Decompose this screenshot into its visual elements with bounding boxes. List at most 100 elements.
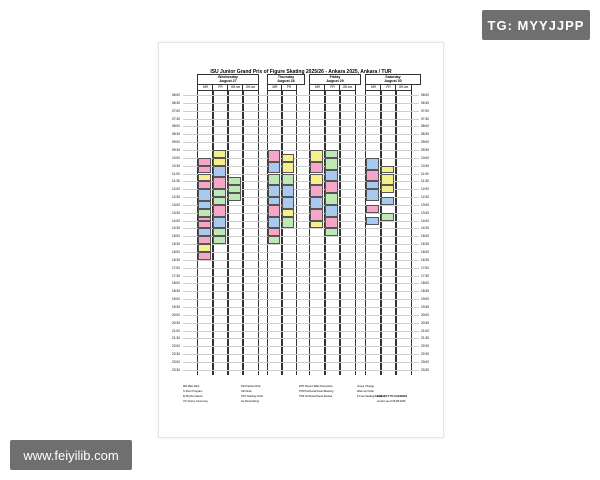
session-block	[282, 185, 294, 198]
session-block	[366, 216, 379, 225]
session-block	[325, 204, 338, 217]
time-gridline	[183, 95, 419, 96]
time-gridline	[183, 228, 419, 230]
time-label: 12:00	[172, 187, 180, 192]
session-block	[198, 236, 211, 245]
time-label: 14:30	[172, 226, 180, 231]
session-block	[310, 220, 323, 229]
time-gridline	[183, 330, 419, 332]
time-label: 15:00	[421, 234, 429, 239]
session-block	[213, 236, 226, 245]
footer-note: SUBJECT TO CHANGES	[377, 395, 408, 398]
schedule-column	[380, 90, 397, 375]
time-gridline	[183, 197, 419, 199]
legend-item: Group Change	[357, 385, 375, 388]
time-gridline	[183, 102, 419, 104]
session-block	[198, 173, 211, 182]
time-label: 21:30	[172, 336, 180, 341]
time-gridline	[183, 252, 419, 253]
time-gridline	[183, 291, 419, 293]
time-label: 17:00	[172, 265, 180, 270]
time-label: 09:30	[421, 147, 429, 152]
time-label: 06:30	[172, 100, 180, 105]
session-block	[213, 149, 226, 158]
time-label: 09:00	[172, 140, 180, 145]
time-label: 22:30	[421, 352, 429, 357]
time-label: 06:00	[421, 93, 429, 97]
session-block	[198, 220, 211, 229]
session-block	[310, 161, 323, 174]
time-label: 17:00	[421, 265, 429, 270]
schedule-document: ISU Junior Grand Prix of Figure Skating …	[158, 42, 444, 438]
time-gridline	[183, 267, 419, 269]
time-label: 13:30	[421, 210, 429, 215]
session-block	[325, 216, 338, 229]
session-block	[213, 216, 226, 229]
schedule-column	[267, 90, 283, 375]
session-block	[268, 173, 280, 186]
time-label: 09:30	[172, 147, 180, 152]
legend-item: S Short Program	[183, 390, 203, 393]
time-label: 20:30	[172, 320, 180, 325]
session-block	[198, 228, 211, 237]
session-block	[268, 228, 280, 237]
time-gridline	[183, 314, 419, 316]
time-gridline	[183, 110, 419, 112]
session-block	[268, 204, 280, 217]
time-label: 20:30	[421, 320, 429, 325]
schedule-column	[281, 90, 297, 375]
time-label: 15:30	[172, 242, 180, 247]
time-label: 11:00	[172, 171, 180, 176]
time-label: 07:30	[421, 116, 429, 121]
session-block	[268, 161, 280, 174]
session-block	[213, 165, 226, 178]
session-block	[198, 157, 211, 166]
time-gridline	[183, 118, 419, 120]
session-block	[213, 197, 226, 205]
session-block	[366, 169, 379, 182]
time-label: 14:30	[421, 226, 429, 231]
legend-item: Ice Resurfacing	[241, 400, 260, 403]
time-label: 18:30	[172, 289, 180, 294]
time-label: 19:00	[172, 297, 180, 302]
session-block	[325, 181, 338, 194]
session-block	[282, 153, 294, 162]
session-block	[282, 197, 294, 209]
time-label: 13:00	[172, 202, 180, 207]
subcolumn-header: Off-Ice	[339, 84, 356, 91]
time-label: 23:00	[421, 359, 429, 364]
session-block	[325, 228, 338, 237]
time-label: 13:30	[172, 210, 180, 215]
time-gridline	[183, 149, 419, 151]
time-label: 11:30	[421, 179, 429, 184]
time-gridline	[183, 322, 419, 324]
time-gridline	[183, 181, 419, 183]
time-label: 17:30	[421, 273, 429, 278]
time-gridline	[183, 346, 419, 348]
time-gridline	[183, 236, 419, 238]
time-label: 08:30	[421, 132, 429, 137]
time-gridline	[183, 354, 419, 356]
schedule-grid: Wednesday August 27 Thursday August 28 Frida…	[159, 43, 443, 437]
time-label: 10:30	[172, 163, 180, 168]
session-block	[310, 149, 323, 162]
time-label: 21:00	[421, 328, 429, 333]
session-block	[198, 216, 211, 221]
time-gridline	[183, 220, 419, 222]
session-block	[310, 208, 323, 221]
session-block	[325, 157, 338, 170]
session-block	[198, 189, 211, 201]
session-block	[282, 208, 294, 217]
time-label: 06:00	[172, 93, 180, 97]
session-block	[366, 189, 379, 201]
session-block	[381, 173, 394, 186]
time-label: 07:00	[421, 108, 429, 113]
time-label: 11:00	[421, 171, 429, 176]
session-block	[381, 165, 394, 174]
schedule-column	[324, 90, 341, 375]
session-block	[381, 197, 394, 205]
session-block	[198, 181, 211, 190]
time-gridline	[183, 204, 419, 206]
session-block	[228, 193, 241, 201]
time-label: 15:00	[172, 234, 180, 239]
